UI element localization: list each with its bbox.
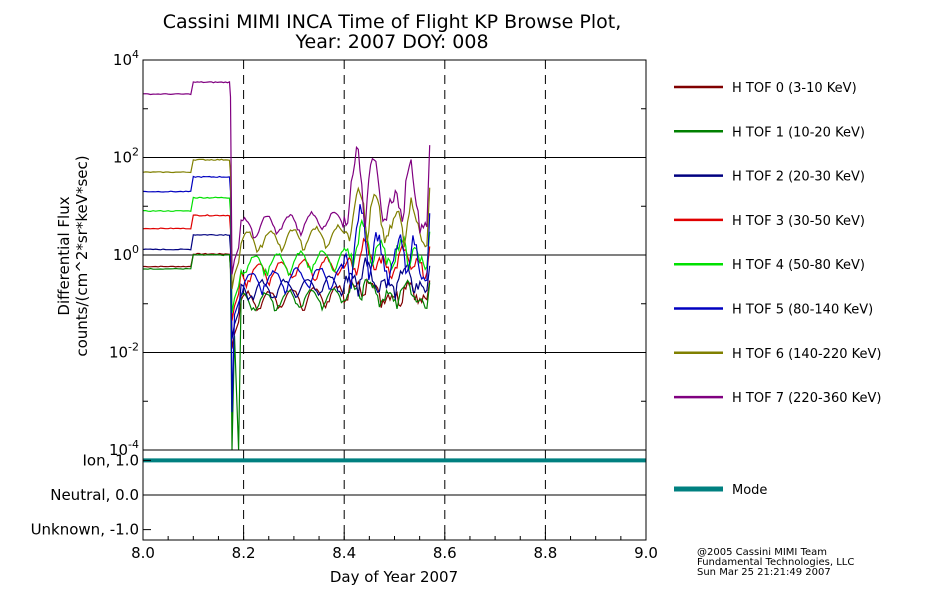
series-line (142, 81, 431, 275)
y-tick-label: 10-4 (109, 438, 139, 459)
x-tick-label: 8.0 (131, 544, 155, 562)
x-tick-label: 8.2 (232, 544, 256, 562)
x-tick-label: 8.4 (332, 544, 356, 562)
y-axis-title-line-1: Differential Flux (55, 196, 73, 315)
legend-label-mode: Mode (732, 483, 767, 498)
x-axis-title: Day of Year 2007 (330, 568, 458, 586)
legend-label: H TOF 4 (50-80 KeV) (732, 258, 865, 273)
credit-line-1: @2005 Cassini MIMI Team (697, 547, 827, 558)
series-line (142, 158, 431, 290)
series-line (142, 175, 431, 413)
credit-line-3: Sun Mar 25 21:21:49 2007 (697, 567, 831, 578)
legend-label: H TOF 2 (20-30 KeV) (732, 170, 865, 185)
mode-tick-label: Neutral, 0.0 (50, 486, 139, 504)
x-tick-label: 8.8 (533, 544, 557, 562)
x-tick-label: 8.6 (433, 544, 457, 562)
mode-tick-label: Unknown, -1.0 (31, 521, 139, 539)
x-tick-label: 9.0 (634, 544, 658, 562)
legend-label: H TOF 3 (30-50 KeV) (732, 214, 865, 229)
mode-tick-label: Ion, 1.0 (83, 451, 140, 469)
chart-title-line-1: Cassini MIMI INCA Time of Flight KP Brow… (163, 11, 622, 33)
y-tick-label: 104 (113, 48, 139, 69)
legend-label: H TOF 1 (10-20 KeV) (732, 125, 865, 140)
legend-label: H TOF 7 (220-360 KeV) (732, 391, 881, 406)
series-line (142, 233, 431, 340)
chart-title-line-2: Year: 2007 DOY: 008 (294, 31, 488, 53)
legend-label: H TOF 0 (3-10 KeV) (732, 81, 857, 96)
y-tick-label: 102 (113, 146, 139, 167)
y-axis-title-line-2: counts/(cm^2*sr*keV*sec) (73, 155, 91, 356)
series-line (143, 253, 431, 451)
legend-label: H TOF 6 (140-220 KeV) (732, 347, 881, 362)
y-tick-label: 100 (113, 243, 139, 264)
legend-label: H TOF 5 (80-140 KeV) (732, 303, 873, 318)
series-line (143, 196, 431, 314)
y-tick-label: 10-2 (109, 341, 139, 362)
credit-line-2: Fundamental Technologies, LLC (697, 557, 854, 568)
series-line (142, 214, 431, 321)
